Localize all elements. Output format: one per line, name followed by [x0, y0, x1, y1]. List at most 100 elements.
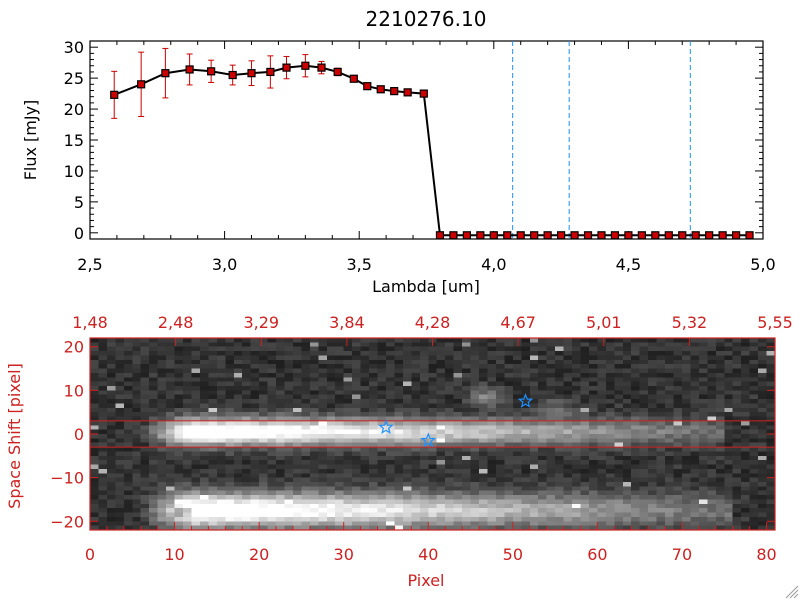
- data-point: [516, 231, 525, 240]
- data-point: [247, 69, 256, 78]
- y-axis-label: Flux [mJy]: [21, 100, 40, 181]
- space-shift-tick-label: −20: [50, 512, 84, 531]
- wavelength-tick-label: 5,55: [757, 313, 793, 332]
- data-point: [403, 88, 412, 97]
- pixel-tick-label: 30: [334, 545, 354, 564]
- y-tick-label: 15: [64, 131, 84, 150]
- y-axis: 0 5 10 15 20 25 30: [64, 38, 763, 243]
- spectrum-image: [90, 338, 775, 530]
- space-shift-tick-label: 0: [74, 425, 84, 444]
- data-point: [462, 231, 471, 240]
- reference-lines: [512, 41, 691, 239]
- wavelength-tick-label: 1,48: [72, 313, 108, 332]
- data-point: [476, 231, 485, 240]
- data-point: [503, 231, 512, 240]
- data-point: [651, 231, 660, 240]
- pixel-tick-label: 10: [164, 545, 184, 564]
- x-tick-label: 4,5: [616, 255, 641, 274]
- data-point: [161, 69, 170, 78]
- pixel-tick-label: 0: [85, 545, 95, 564]
- data-point: [435, 231, 445, 240]
- data-point: [207, 67, 216, 76]
- data-point: [301, 61, 310, 70]
- data-point: [610, 231, 620, 240]
- y-tick-label: 30: [64, 38, 84, 57]
- data-point: [333, 67, 342, 77]
- wavelength-tick-label: 5,01: [586, 313, 622, 332]
- x-tick-label: 3,5: [346, 255, 371, 274]
- data-point: [745, 231, 754, 240]
- data-point: [556, 231, 566, 240]
- pixel-axis-label: Pixel: [407, 571, 444, 590]
- space-shift-tick-label: 10: [64, 381, 84, 400]
- data-point: [363, 82, 372, 91]
- data-point: [678, 231, 687, 240]
- data-point: [349, 74, 358, 83]
- star-marker: [420, 432, 437, 448]
- data-point: [691, 231, 700, 240]
- x-tick-label: 4,0: [481, 255, 506, 274]
- data-point: [664, 231, 673, 240]
- data-point: [282, 63, 291, 72]
- data-point: [419, 89, 428, 98]
- y-tick-label: 0: [74, 224, 84, 243]
- x-tick-label: 2,5: [77, 255, 102, 274]
- data-point: [705, 231, 714, 240]
- resize-grip-icon[interactable]: [785, 585, 799, 599]
- pixel-axis: 0 10 20 30 40 50 60 70 80: [85, 522, 777, 564]
- data-point: [449, 231, 458, 240]
- data-point: [637, 231, 646, 240]
- data-point: [317, 63, 326, 72]
- data-point: [376, 85, 385, 94]
- space-shift-tick-label: −10: [50, 469, 84, 488]
- y-tick-label: 25: [64, 69, 84, 88]
- data-point: [185, 65, 194, 74]
- wavelength-tick-label: 4,28: [415, 313, 451, 332]
- x-axis-label: Lambda [um]: [372, 277, 480, 296]
- data-point: [624, 231, 633, 240]
- star-markers: [378, 393, 534, 448]
- wavelength-tick-label: 4,67: [500, 313, 536, 332]
- pixel-tick-label: 40: [418, 545, 438, 564]
- spectrum-image-chart: 0 10 20 30 40 50 60 70 80 1,48 2,48 3,29 3,84 4,28 4,…: [5, 313, 793, 590]
- pixel-tick-label: 70: [672, 545, 692, 564]
- data-point: [390, 87, 399, 96]
- y-tick-label: 5: [74, 193, 84, 212]
- extraction-band: [90, 420, 775, 448]
- data-point: [110, 90, 119, 99]
- data-point: [530, 231, 539, 240]
- wavelength-tick-label: 3,29: [243, 313, 279, 332]
- data-point: [583, 231, 593, 240]
- data-point: [718, 231, 727, 240]
- pixel-tick-label: 50: [503, 545, 523, 564]
- space-shift-axis: −20 −10 0 10 20: [50, 338, 775, 531]
- y-tick-label: 10: [64, 162, 84, 181]
- flux-series: [110, 47, 754, 240]
- flux-line: [113, 64, 750, 237]
- space-shift-axis-label: Space Shift [pixel]: [5, 363, 24, 509]
- space-shift-tick-label: 20: [64, 338, 84, 357]
- pixel-tick-label: 60: [587, 545, 607, 564]
- pixel-tick-label: 20: [249, 545, 269, 564]
- data-point: [266, 67, 275, 77]
- wavelength-top-axis: 1,48 2,48 3,29 3,84 4,28 4,67 5,01 5,32 5,55: [72, 313, 793, 346]
- spectrum-chart: 2210276.10 0 5 10 15 20 25 30 2,5 3,0 3,5 4,0 4,5 5…: [21, 7, 776, 296]
- data-point: [570, 231, 579, 240]
- data-point: [543, 231, 552, 240]
- pixel-tick-label: 80: [756, 545, 776, 564]
- data-point: [731, 231, 741, 240]
- star-marker: [378, 419, 394, 435]
- wavelength-tick-label: 3,84: [329, 313, 365, 332]
- y-tick-label: 20: [64, 100, 84, 119]
- star-marker: [517, 393, 534, 408]
- wavelength-tick-label: 5,32: [672, 313, 708, 332]
- data-point: [597, 231, 606, 240]
- wavelength-tick-label: 2,48: [158, 313, 194, 332]
- x-tick-label: 3,0: [212, 255, 237, 274]
- data-point: [137, 80, 146, 89]
- chart-title: 2210276.10: [366, 7, 487, 31]
- data-point: [489, 231, 498, 240]
- data-point: [228, 70, 237, 80]
